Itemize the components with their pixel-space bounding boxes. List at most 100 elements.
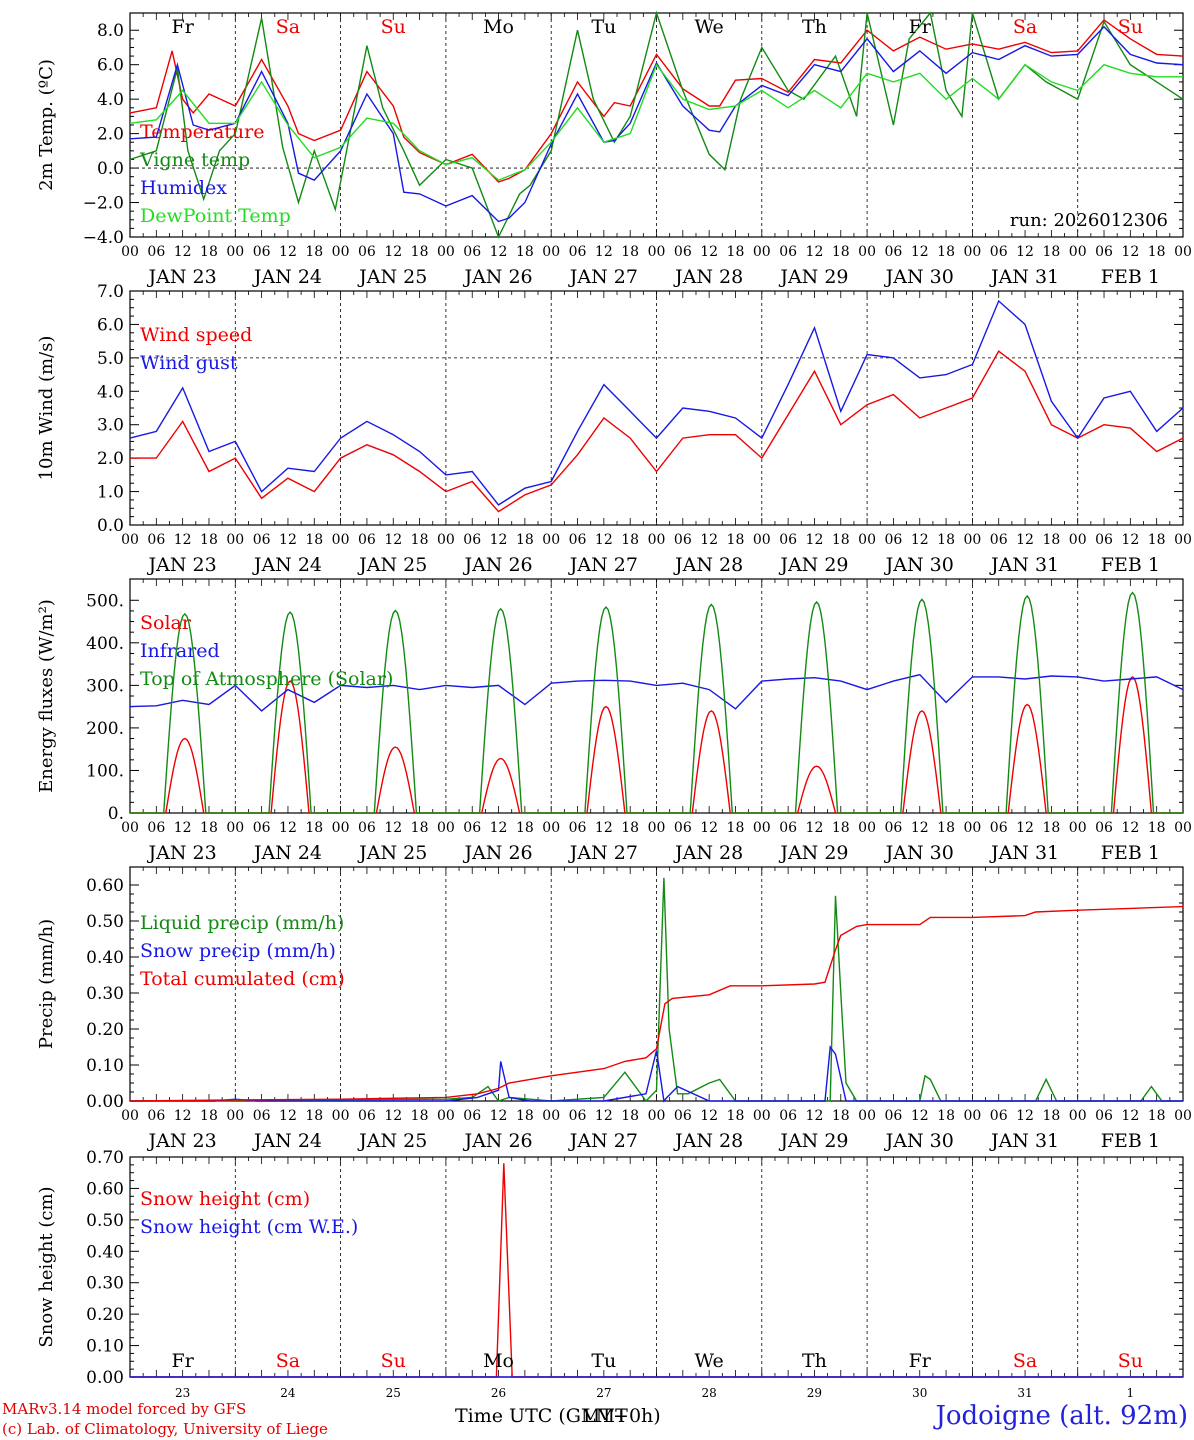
hour-label: 06 xyxy=(885,820,903,836)
panel-4: 0.00 0.10 0.20 0.30 0.40 0.50 0.60 Precip (mm/h… xyxy=(36,866,1192,1152)
hour-label: 06 xyxy=(358,820,376,836)
y-tick-label: 4.0 xyxy=(97,382,124,402)
hour-label: 00 xyxy=(963,1108,981,1124)
date-label: JAN 25 xyxy=(357,1130,427,1152)
date-label: JAN 26 xyxy=(462,554,532,576)
hour-label: 06 xyxy=(147,532,165,548)
day-label-bottom: Th xyxy=(802,1350,827,1372)
hour-label: 12 xyxy=(1121,1108,1139,1124)
day-label: Fr xyxy=(172,16,195,38)
y-axis-label: 10m Wind (m/s) xyxy=(36,336,57,481)
hour-label: 18 xyxy=(1042,532,1060,548)
hour-label: 18 xyxy=(411,820,429,836)
date-label: JAN 31 xyxy=(989,554,1059,576)
hour-label: 12 xyxy=(1016,532,1034,548)
hour-label: 18 xyxy=(1148,1108,1166,1124)
date-label: JAN 29 xyxy=(778,554,848,576)
hour-label: 06 xyxy=(990,532,1008,548)
hour-label: 06 xyxy=(885,1108,903,1124)
legend-humidex: Humidex xyxy=(140,177,227,199)
date-label: JAN 30 xyxy=(884,842,954,864)
hour-label: 12 xyxy=(1121,244,1139,260)
hour-label: 18 xyxy=(832,1108,850,1124)
x-axis-overlap: LMT xyxy=(583,1405,628,1427)
hour-label: 18 xyxy=(305,244,323,260)
hour-label: 18 xyxy=(621,1108,639,1124)
legend-solar: Solar xyxy=(140,612,192,634)
hour-label: 06 xyxy=(569,1108,587,1124)
hour-label: 18 xyxy=(727,244,745,260)
date-label: JAN 29 xyxy=(778,842,848,864)
series-line-top-of-atmosphere-solar- xyxy=(130,591,1183,814)
hour-label: 06 xyxy=(358,1108,376,1124)
hour-label: 12 xyxy=(1016,244,1034,260)
hour-label: 00 xyxy=(858,244,876,260)
hour-label: 12 xyxy=(911,532,929,548)
hour-label: 18 xyxy=(937,244,955,260)
hour-label: 18 xyxy=(200,1108,218,1124)
y-tick-label: −2.0 xyxy=(83,194,124,214)
hour-label: 00 xyxy=(121,244,139,260)
hour-label: 06 xyxy=(1095,244,1113,260)
y-tick-label: 2.0 xyxy=(97,125,124,145)
hour-label: 06 xyxy=(569,244,587,260)
day-label: Sa xyxy=(1013,16,1037,38)
hour-label: 00 xyxy=(648,244,666,260)
date-label: JAN 25 xyxy=(357,266,427,288)
legend-dewpoint-temp: DewPoint Temp xyxy=(140,205,291,227)
hour-label: 18 xyxy=(200,532,218,548)
hour-label: 06 xyxy=(674,532,692,548)
day-label-bottom: Su xyxy=(1118,1350,1143,1372)
hour-label: 18 xyxy=(1148,820,1166,836)
hour-label: 18 xyxy=(305,532,323,548)
hour-label: 00 xyxy=(437,820,455,836)
hour-label: 18 xyxy=(200,244,218,260)
y-tick-label: 0.00 xyxy=(86,1368,124,1388)
hour-label: 00 xyxy=(1069,532,1087,548)
hour-label: 12 xyxy=(174,820,192,836)
hour-label: 12 xyxy=(279,532,297,548)
day-number: 30 xyxy=(912,1386,927,1400)
hour-label: 06 xyxy=(1095,532,1113,548)
hour-label: 12 xyxy=(1121,820,1139,836)
hour-label: 18 xyxy=(305,820,323,836)
y-tick-label: 0.00 xyxy=(86,1092,124,1112)
hour-label: 12 xyxy=(384,532,402,548)
day-number: 29 xyxy=(807,1386,822,1400)
date-label: JAN 29 xyxy=(778,1130,848,1152)
hour-label: 12 xyxy=(384,1108,402,1124)
series-line-total-cumulated-cm- xyxy=(129,905,1184,1102)
hour-label: 00 xyxy=(648,820,666,836)
date-label: JAN 26 xyxy=(462,1130,532,1152)
date-label: JAN 25 xyxy=(357,554,427,576)
y-tick-label: 100. xyxy=(86,761,124,781)
hour-label: 06 xyxy=(1095,1108,1113,1124)
hour-label: 18 xyxy=(516,1108,534,1124)
hour-label: 18 xyxy=(727,820,745,836)
hour-label: 12 xyxy=(806,244,824,260)
hour-label: 00 xyxy=(1174,244,1192,260)
hour-label: 12 xyxy=(911,820,929,836)
hour-label: 06 xyxy=(779,820,797,836)
hour-label: 12 xyxy=(595,1108,613,1124)
date-label: JAN 27 xyxy=(568,266,638,288)
hour-label: 18 xyxy=(937,820,955,836)
hour-label: 06 xyxy=(990,1108,1008,1124)
hour-label: 12 xyxy=(174,532,192,548)
copyright: (c) Lab. of Climatology, University of L… xyxy=(2,1420,328,1438)
y-tick-label: 0.10 xyxy=(86,1056,124,1076)
date-label: JAN 29 xyxy=(778,266,848,288)
hour-label: 12 xyxy=(806,1108,824,1124)
date-label: JAN 24 xyxy=(252,842,322,864)
day-number: 28 xyxy=(702,1386,717,1400)
date-label: JAN 28 xyxy=(673,554,743,576)
hour-label: 18 xyxy=(411,244,429,260)
x-axis-title: Time UTC (GMT+0h) LMT xyxy=(455,1405,661,1427)
day-number: 24 xyxy=(280,1386,296,1400)
hour-label: 00 xyxy=(1174,820,1192,836)
hour-label: 06 xyxy=(253,820,271,836)
hour-label: 12 xyxy=(1016,820,1034,836)
day-label-bottom: We xyxy=(695,1350,724,1372)
series-line-temperature xyxy=(129,18,1184,183)
hour-label: 12 xyxy=(700,820,718,836)
